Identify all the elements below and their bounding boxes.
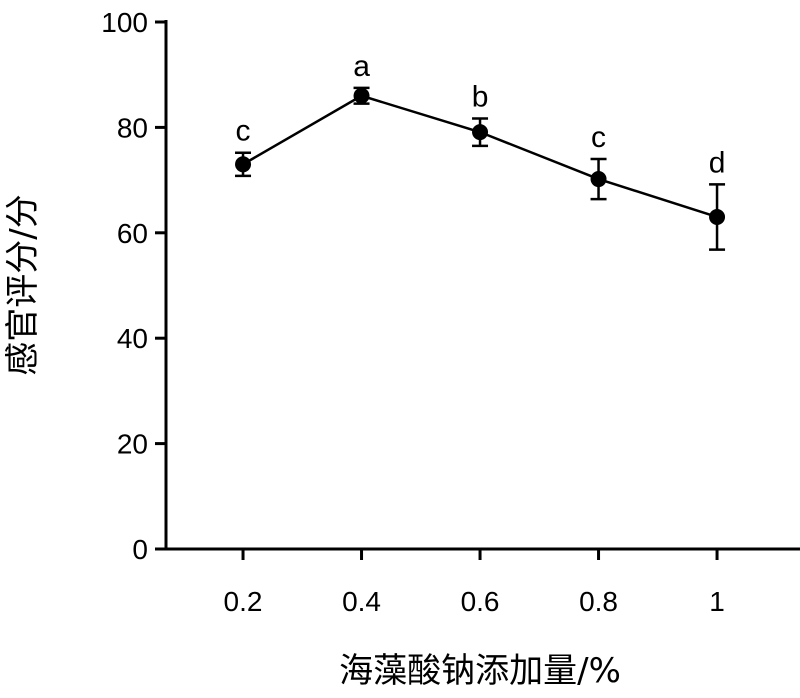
x-axis-label: 海藻酸钠添加量/% bbox=[339, 651, 621, 691]
y-tick-label: 20 bbox=[117, 429, 148, 460]
x-tick-label: 0.6 bbox=[461, 586, 500, 617]
x-tick-label: 0.2 bbox=[224, 586, 263, 617]
series-line bbox=[242, 94, 718, 219]
y-tick-label: 100 bbox=[101, 7, 148, 38]
x-tick-label: 0.4 bbox=[342, 586, 381, 617]
significance-label: c bbox=[236, 115, 251, 148]
data-point bbox=[472, 124, 489, 141]
y-tick-label: 40 bbox=[117, 323, 148, 354]
significance-label: c bbox=[591, 121, 606, 154]
significance-label: d bbox=[709, 146, 726, 179]
significance-label: b bbox=[472, 80, 489, 113]
data-point bbox=[353, 87, 370, 104]
data-point bbox=[235, 156, 252, 173]
axes: 0 20 40 60 80 100 0.2 0.4 0.6 0.8 1 bbox=[101, 7, 800, 617]
y-axis-label: 感官评分/分 bbox=[3, 194, 43, 375]
x-tick-label: 1 bbox=[709, 586, 725, 617]
y-tick-label: 60 bbox=[117, 218, 148, 249]
significance-label: a bbox=[353, 50, 370, 83]
x-tick-label: 0.8 bbox=[579, 586, 618, 617]
data-marks: c a b c d bbox=[235, 50, 726, 251]
y-tick-label: 80 bbox=[117, 112, 148, 143]
y-tick-label: 0 bbox=[132, 534, 148, 565]
data-point bbox=[709, 208, 726, 225]
data-point bbox=[590, 171, 607, 188]
